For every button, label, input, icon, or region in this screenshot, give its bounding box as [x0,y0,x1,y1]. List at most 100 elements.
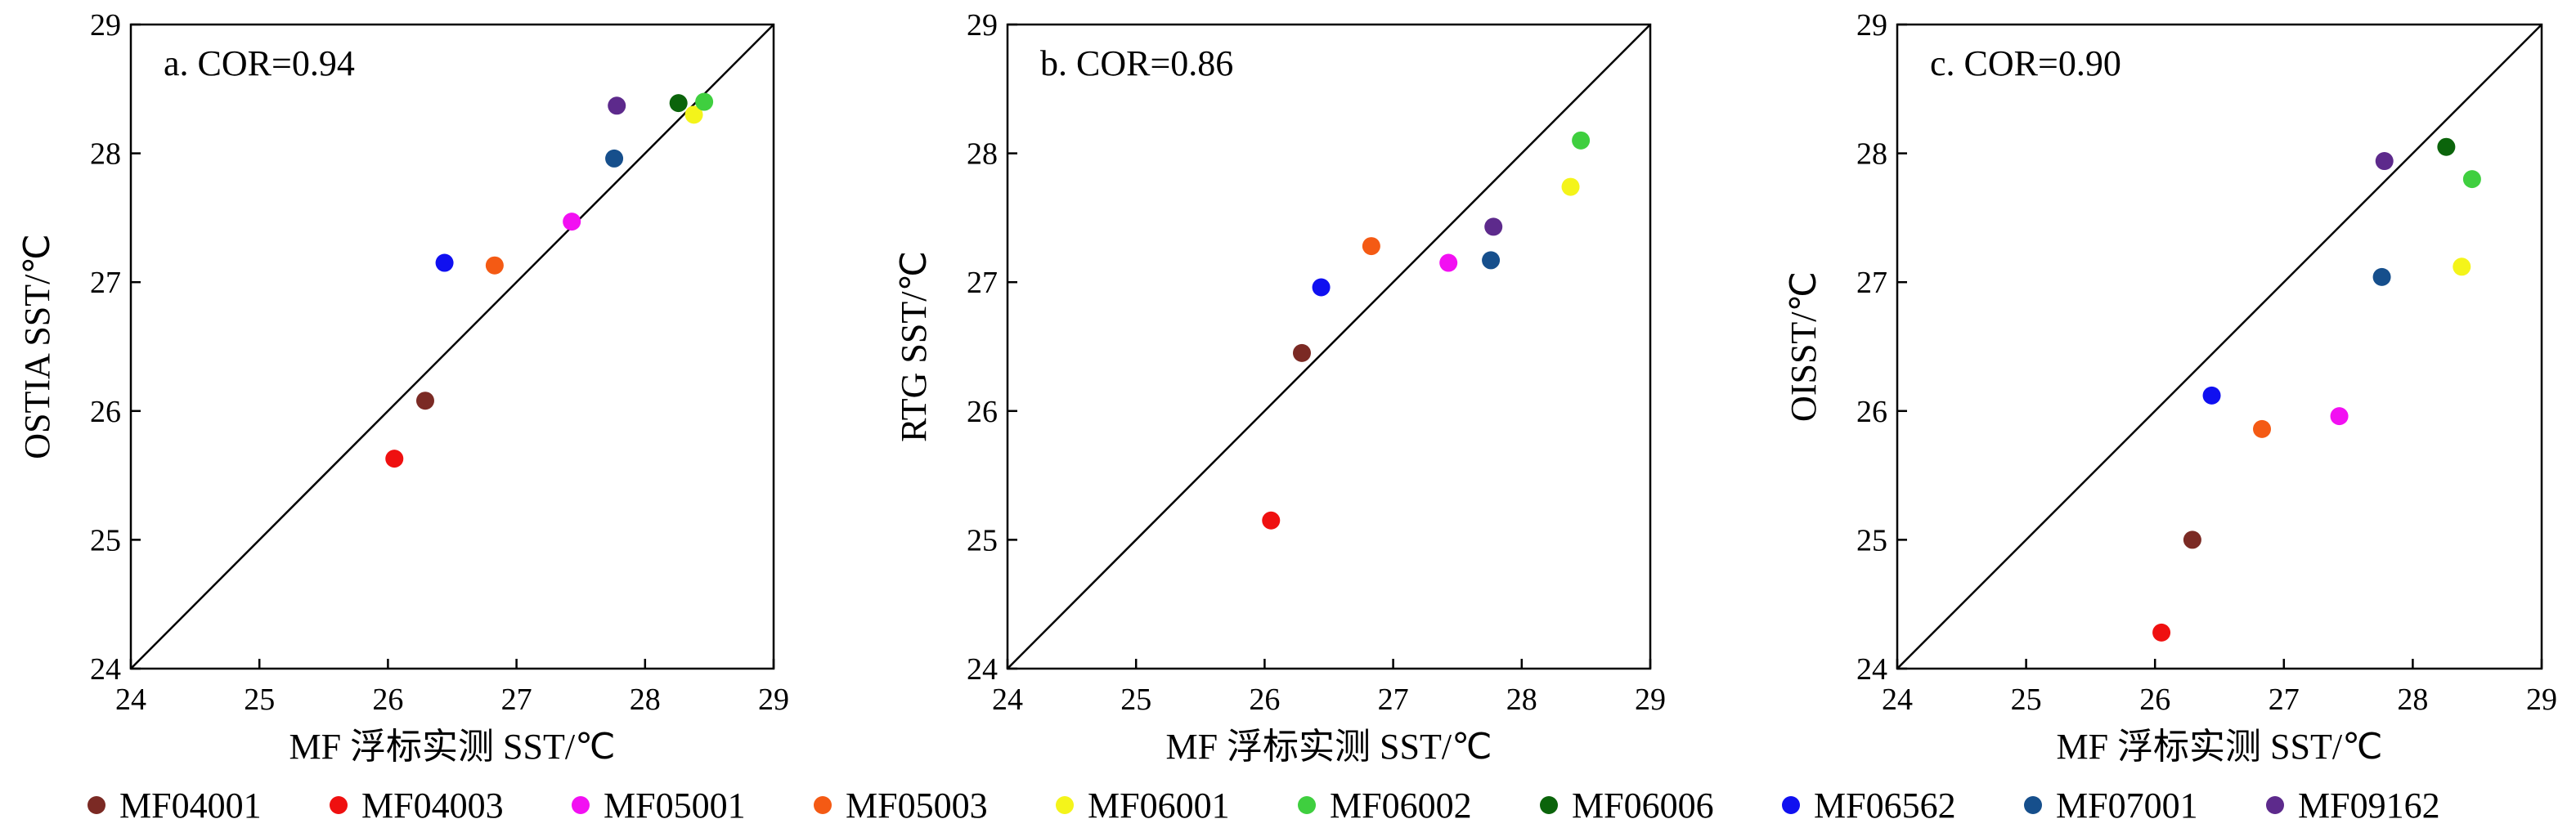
point-mf05001 [2330,407,2349,426]
x-tick-label: 29 [2526,683,2557,717]
y-axis-title: RTG SST/℃ [894,251,934,442]
x-tick-label: 28 [1506,683,1537,717]
y-tick-label: 25 [1856,523,1887,557]
x-axis-title: MF 浮标实测 SST/℃ [2056,727,2382,767]
x-tick-label: 27 [2269,683,2300,717]
y-tick-label: 28 [1856,137,1887,172]
point-mf06002 [695,92,714,111]
point-mf06001 [1561,177,1580,196]
x-tick-label: 24 [992,683,1023,717]
y-tick-label: 24 [967,652,998,687]
reference-line [1007,24,1651,669]
point-mf07001 [1482,251,1501,270]
point-mf07001 [2372,267,2391,286]
panel-annotation: a. COR=0.94 [164,43,355,83]
point-mf06001 [2453,257,2471,276]
legend-marker-mf04001 [88,796,105,814]
y-tick-label: 27 [90,266,121,300]
point-mf06562 [2202,386,2221,405]
x-tick-label: 27 [501,683,532,717]
point-mf04001 [415,392,434,410]
legend-label-mf05003: MF05003 [846,786,988,826]
y-tick-label: 27 [1856,266,1887,300]
y-tick-label: 25 [967,523,998,557]
point-mf05003 [1362,237,1380,256]
point-mf04003 [2152,623,2171,642]
point-mf05001 [563,213,581,231]
legend-label-mf06006: MF06006 [1572,786,1714,826]
x-tick-label: 26 [372,683,403,717]
point-mf05001 [1439,253,1458,272]
point-mf06006 [2437,137,2456,156]
point-mf06002 [1572,131,1591,150]
y-tick-label: 24 [90,652,121,687]
y-tick-label: 24 [1856,652,1887,687]
point-mf04003 [385,450,404,468]
legend-marker-mf04003 [330,796,348,814]
x-tick-label: 27 [1378,683,1409,717]
legend-marker-mf09162 [2266,796,2284,814]
point-mf06006 [669,94,688,113]
y-tick-label: 27 [967,266,998,300]
point-mf09162 [2375,152,2394,171]
x-tick-label: 29 [758,683,789,717]
point-mf06562 [1312,278,1331,297]
legend-marker-mf06006 [1540,796,1558,814]
legend-marker-mf05001 [572,796,590,814]
x-tick-label: 25 [2011,683,2042,717]
plot-frame [1896,23,2543,670]
point-mf04003 [1262,511,1281,530]
legend-label-mf09162: MF09162 [2298,786,2440,826]
y-tick-label: 26 [90,395,121,429]
y-tick-label: 25 [90,523,121,557]
point-mf09162 [608,96,626,115]
legend-marker-mf06001 [1056,796,1074,814]
plot-frame [129,23,775,670]
legend-label-mf06001: MF06001 [1088,786,1230,826]
x-tick-label: 29 [1635,683,1666,717]
point-mf06562 [435,253,454,272]
point-mf06002 [2462,170,2481,189]
y-tick-label: 29 [1856,8,1887,43]
point-mf07001 [605,149,624,168]
legend-label-mf07001: MF07001 [2056,786,2198,826]
y-tick-label: 26 [1856,395,1887,429]
legend-label-mf06562: MF06562 [1814,786,1956,826]
point-mf05003 [2253,419,2272,438]
x-tick-label: 26 [1249,683,1280,717]
x-axis-title: MF 浮标实测 SST/℃ [1165,727,1492,767]
legend-marker-mf06562 [1782,796,1800,814]
y-tick-label: 28 [90,137,121,172]
y-axis-title: OSTIA SST/℃ [17,234,57,459]
legend-marker-mf07001 [2024,796,2042,814]
legend-marker-mf05003 [814,796,832,814]
x-tick-label: 25 [1120,683,1151,717]
y-tick-label: 29 [90,8,121,43]
legend-label-mf05001: MF05001 [604,786,746,826]
point-mf04001 [1292,343,1311,362]
point-mf05003 [485,256,504,275]
point-mf04001 [2183,530,2201,549]
x-tick-label: 24 [1882,683,1913,717]
y-tick-label: 29 [967,8,998,43]
point-mf09162 [1484,217,1503,236]
y-tick-label: 26 [967,395,998,429]
plot-frame [1006,23,1652,670]
legend-marker-mf06002 [1298,796,1316,814]
x-axis-title: MF 浮标实测 SST/℃ [289,727,615,767]
x-tick-label: 24 [115,683,146,717]
x-tick-label: 25 [244,683,275,717]
panel-annotation: b. COR=0.86 [1040,43,1233,83]
y-tick-label: 28 [967,137,998,172]
legend-label-mf06002: MF06002 [1330,786,1472,826]
x-tick-label: 28 [2397,683,2428,717]
panel-annotation: c. COR=0.90 [1930,43,2121,83]
legend-label-mf04003: MF04003 [361,786,504,826]
x-tick-label: 28 [630,683,661,717]
reference-line [130,24,774,669]
y-axis-title: OISST/℃ [1784,271,1824,422]
reference-line [1896,24,2542,669]
point-mf06001 [684,105,703,124]
legend-label-mf04001: MF04001 [119,786,262,826]
